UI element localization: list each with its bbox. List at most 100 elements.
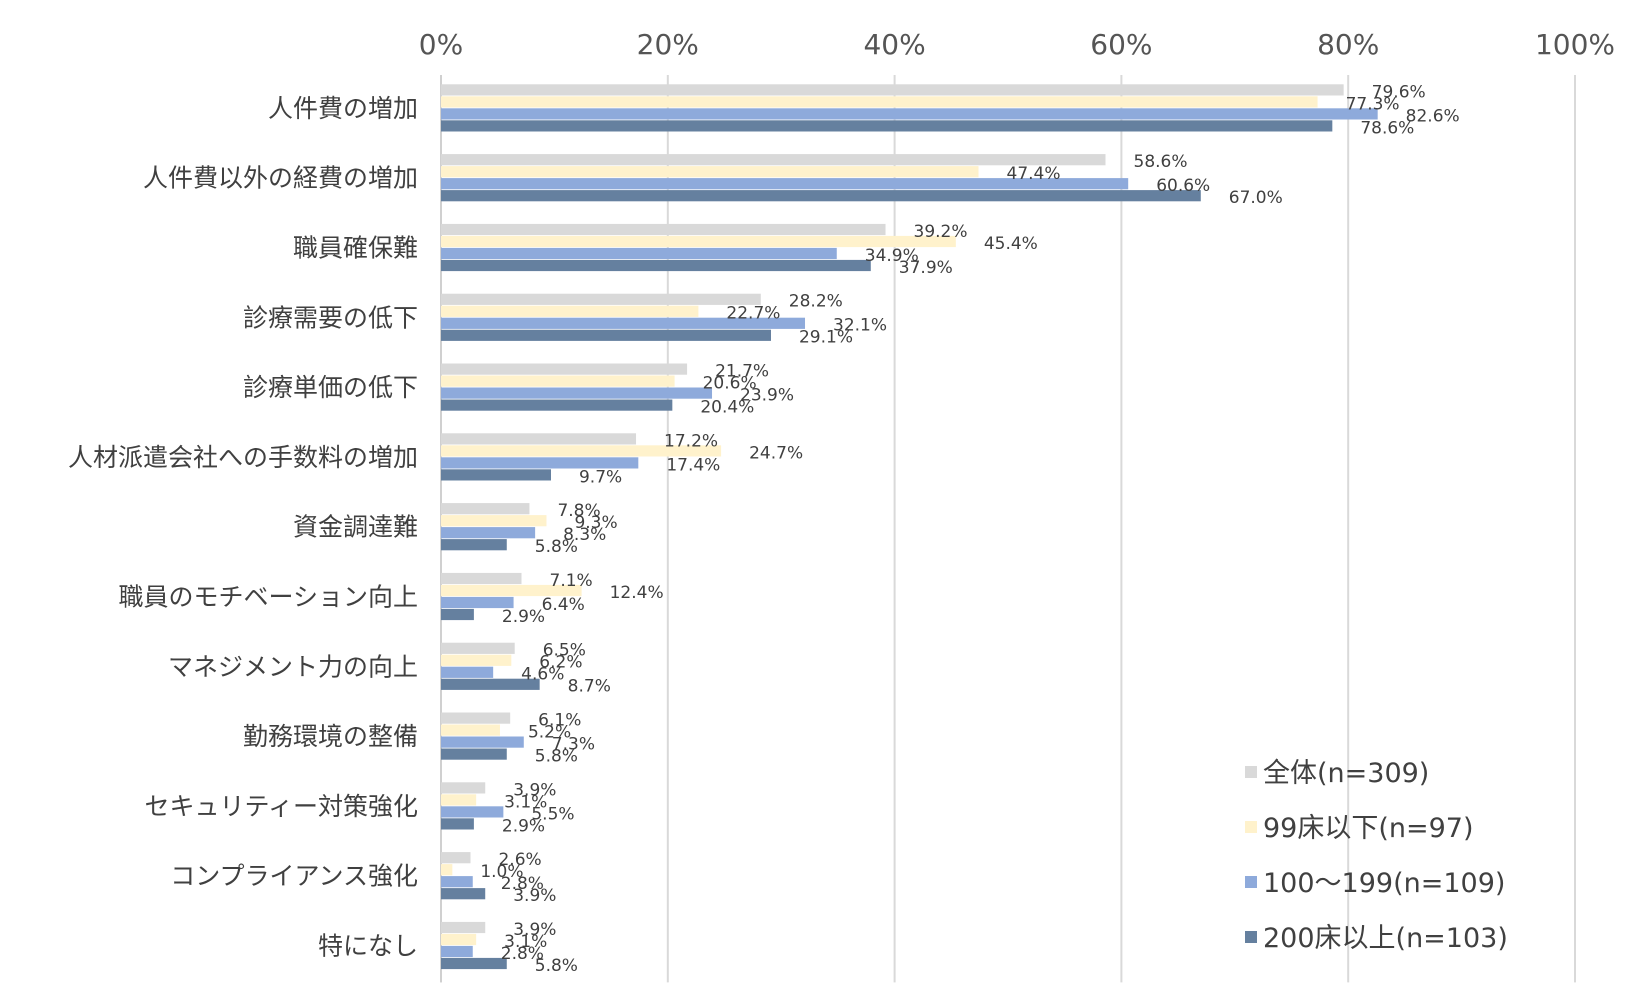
bar <box>441 945 473 958</box>
bar-value-label: 6.1% <box>538 711 581 731</box>
bar <box>441 888 486 900</box>
bar-value-label: 8.3% <box>563 525 606 545</box>
category-label: 人材派遣会社への手数料の増加 <box>68 443 418 472</box>
bar-value-label: 8.7% <box>568 677 611 697</box>
bar <box>441 864 453 876</box>
bar-value-label: 2.8% <box>501 944 544 964</box>
bar <box>441 678 540 690</box>
bar <box>441 712 511 724</box>
bar <box>441 515 547 527</box>
bar-value-label: 5.8% <box>535 537 578 557</box>
legend-swatch <box>1245 876 1257 888</box>
bar-value-label: 5.5% <box>531 804 574 824</box>
category-label: 職員のモチベーション向上 <box>118 583 418 612</box>
bar-value-label: 17.2% <box>664 431 718 451</box>
bar-value-label: 2.6% <box>498 850 541 870</box>
bar <box>441 933 477 946</box>
bar <box>441 642 515 654</box>
bar-value-label: 5.8% <box>535 747 578 767</box>
legend-label: 全体(n=309) <box>1263 758 1429 789</box>
bar-value-label: 3.9% <box>513 886 556 906</box>
category-label: 特になし <box>318 932 418 961</box>
bar-value-label: 82.6% <box>1406 106 1460 126</box>
legend-label: 200床以上(n=103) <box>1263 923 1508 954</box>
bar-value-label: 60.6% <box>1156 176 1210 196</box>
bar-value-label: 32.1% <box>833 316 887 336</box>
x-tick-label: 0% <box>419 28 463 61</box>
bar-value-label: 58.6% <box>1134 152 1188 172</box>
bar <box>441 782 486 794</box>
bar-value-label: 7.3% <box>552 735 595 755</box>
bar <box>441 584 582 597</box>
legend-swatch <box>1245 766 1257 778</box>
bar <box>441 539 507 551</box>
bar <box>441 457 639 469</box>
bar <box>441 596 514 609</box>
x-tick-label: 20% <box>637 28 699 61</box>
bar <box>441 375 675 387</box>
bar-value-label: 39.2% <box>914 222 968 242</box>
legend-swatch <box>1245 931 1257 943</box>
legend-swatch <box>1245 821 1257 833</box>
bar-value-label: 3.1% <box>504 932 547 952</box>
bar <box>441 293 761 305</box>
bar-value-label: 47.4% <box>1007 164 1061 184</box>
bar <box>441 433 637 445</box>
bar <box>441 317 806 329</box>
bar-value-label: 2.8% <box>501 874 544 894</box>
bar-value-label: 79.6% <box>1372 82 1426 102</box>
bar-value-label: 6.4% <box>542 595 585 615</box>
bar <box>441 921 486 934</box>
bar <box>441 957 507 970</box>
bar-value-label: 5.2% <box>528 723 571 743</box>
bar <box>441 96 1318 108</box>
bar-value-label: 22.7% <box>726 304 780 324</box>
category-label: コンプライアンス強化 <box>170 862 418 891</box>
bar <box>441 608 474 621</box>
bar <box>441 305 699 317</box>
bar-value-label: 3.9% <box>513 780 556 800</box>
bar <box>441 259 871 272</box>
bar-value-label: 17.4% <box>666 455 720 475</box>
bar <box>441 654 512 666</box>
bar <box>441 387 713 399</box>
bar-value-label: 6.5% <box>543 641 586 661</box>
bar-marks <box>441 84 1378 970</box>
bar <box>441 363 688 375</box>
category-label: 資金調達難 <box>293 513 418 542</box>
category-label: マネジメント力の向上 <box>168 652 418 681</box>
bar-value-label: 4.6% <box>521 665 564 685</box>
bar-value-label: 23.9% <box>740 386 794 406</box>
category-label: セキュリティー対策強化 <box>144 792 418 821</box>
bar <box>441 527 536 539</box>
bar-value-label: 78.6% <box>1360 118 1414 138</box>
bar-value-label: 7.8% <box>557 501 600 521</box>
bar <box>441 235 956 248</box>
bar-value-label: 37.9% <box>899 258 953 278</box>
bar <box>441 399 673 411</box>
bar-value-label: 9.3% <box>574 513 617 533</box>
bar-value-label: 34.9% <box>865 246 919 266</box>
bar <box>441 166 979 178</box>
bar <box>441 469 551 481</box>
bar <box>441 120 1333 132</box>
bar-value-label: 77.3% <box>1346 94 1400 114</box>
bar-value-label: 7.1% <box>550 571 593 591</box>
bar <box>441 876 473 888</box>
bar <box>441 190 1201 202</box>
bar-value-label: 20.4% <box>700 398 754 418</box>
x-tick-label: 100% <box>1535 28 1615 61</box>
bar <box>441 445 722 457</box>
bar <box>441 223 886 236</box>
bar-value-label: 6.2% <box>539 653 582 673</box>
category-label: 診療単価の低下 <box>243 373 418 402</box>
legend-label: 100～199(n=109) <box>1263 868 1505 899</box>
bar <box>441 818 474 830</box>
legend-label: 99床以下(n=97) <box>1263 813 1474 844</box>
bar <box>441 666 494 678</box>
bar <box>441 84 1344 96</box>
x-tick-label: 60% <box>1090 28 1152 61</box>
x-axis-tick-labels: 0% 20% 40% 60% 80% 100% <box>419 28 1615 61</box>
data-labels: 79.6%77.3% 82.6%78.6% 58.6% 47.4% 60.6% 67.0%… <box>480 82 1459 976</box>
bar <box>441 178 1129 190</box>
